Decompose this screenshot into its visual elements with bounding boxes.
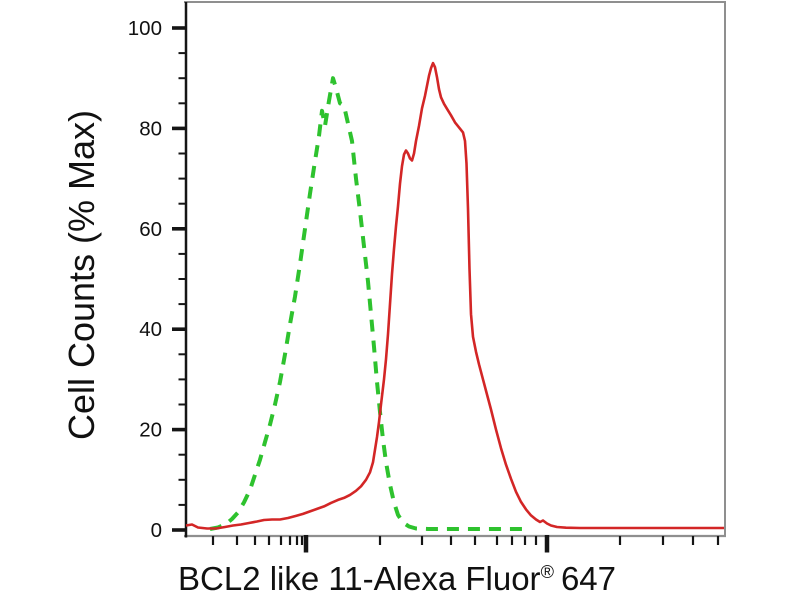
registered-trademark-icon: ® bbox=[540, 562, 554, 582]
y-tick-label: 20 bbox=[139, 419, 162, 442]
y-tick-label: 60 bbox=[139, 218, 162, 241]
x-axis-title-text: BCL2 like 11-Alexa Fluor bbox=[178, 560, 541, 597]
y-tick-label: 100 bbox=[128, 17, 162, 40]
y-axis-ticks bbox=[172, 26, 186, 532]
y-axis-title: Cell Counts (% Max) bbox=[61, 109, 102, 441]
y-tick-label: 0 bbox=[151, 519, 162, 542]
y-tick-label: 40 bbox=[139, 318, 162, 341]
series-control-dashed-green bbox=[209, 76, 530, 531]
x-axis-ticks bbox=[211, 535, 720, 553]
y-tick-label: 80 bbox=[139, 117, 162, 140]
x-axis-title-suffix: 647 bbox=[560, 560, 616, 597]
series-sample-solid-red bbox=[185, 61, 724, 530]
x-axis-title: BCL2 like 11-Alexa Fluor® 647 bbox=[178, 560, 616, 600]
y-axis-tick-labels: 0 20 40 60 80 100 bbox=[128, 17, 162, 542]
